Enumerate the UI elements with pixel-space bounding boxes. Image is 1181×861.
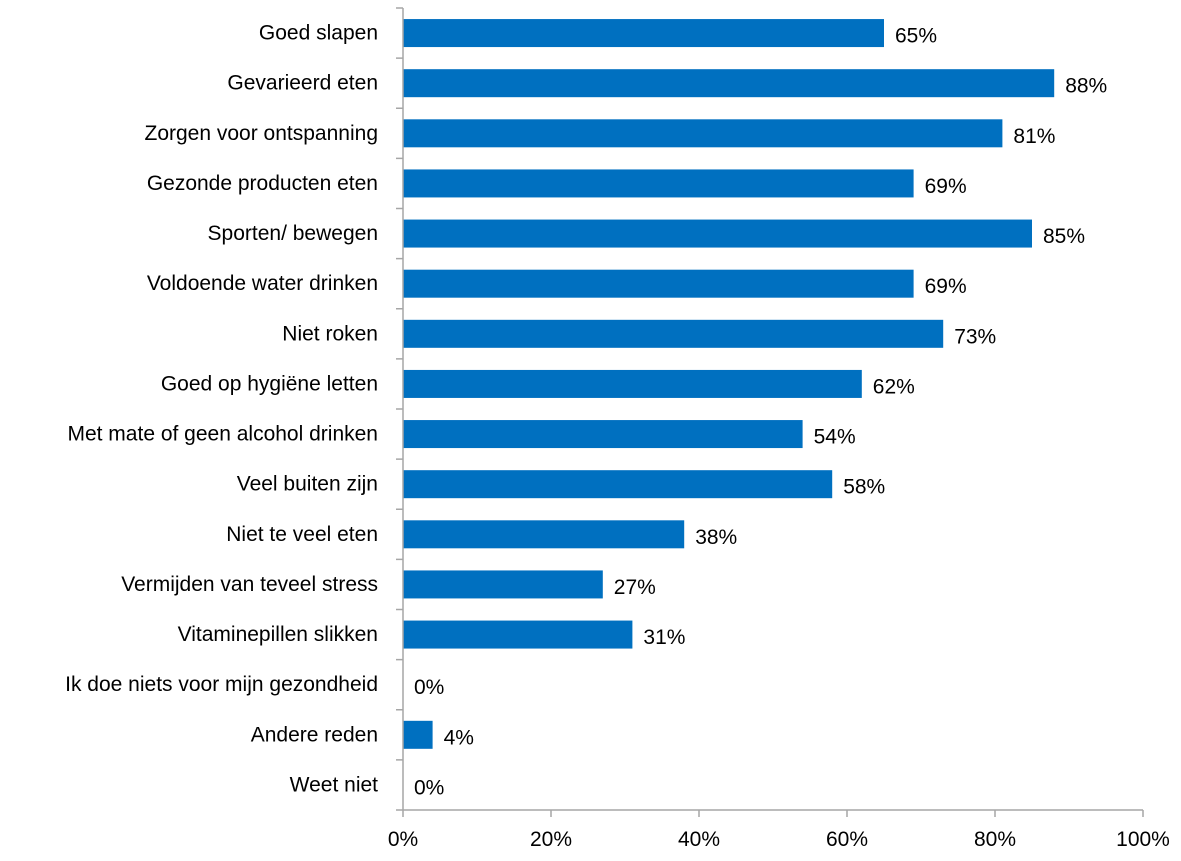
bar — [403, 119, 1003, 148]
axis-layer — [396, 7, 1144, 817]
value-label: 65% — [895, 25, 937, 48]
value-label: 69% — [925, 175, 967, 198]
bar — [403, 470, 833, 499]
bar — [403, 570, 603, 599]
category-label: Gevarieerd eten — [227, 72, 378, 95]
value-label: 85% — [1043, 225, 1085, 248]
category-label: Weet niet — [290, 773, 378, 796]
category-label: Met mate of geen alcohol drinken — [67, 423, 378, 446]
category-label: Andere reden — [251, 723, 378, 746]
category-label: Zorgen voor ontspanning — [145, 122, 379, 145]
value-label: 58% — [843, 476, 885, 499]
value-label: 0% — [414, 676, 444, 699]
bars-layer — [403, 19, 1055, 749]
value-label: 73% — [954, 325, 996, 348]
category-label: Sporten/ bewegen — [208, 222, 378, 245]
category-label: Goed slapen — [259, 22, 378, 45]
bar — [403, 720, 433, 749]
value-label: 0% — [414, 776, 444, 799]
value-label: 31% — [643, 626, 685, 649]
value-label: 54% — [814, 426, 856, 449]
category-label: Veel buiten zijn — [237, 473, 378, 496]
x-tick-label: 0% — [388, 828, 418, 851]
category-label: Gezonde producten eten — [147, 172, 378, 195]
bar — [403, 19, 884, 48]
value-label: 62% — [873, 375, 915, 398]
x-tick-label: 20% — [530, 828, 572, 851]
value-label: 81% — [1013, 125, 1055, 148]
bar — [403, 169, 914, 198]
bar — [403, 269, 914, 298]
x-tick-label: 40% — [678, 828, 720, 851]
x-tick-label: 80% — [974, 828, 1016, 851]
category-label: Vermijden van teveel stress — [121, 573, 378, 596]
bar — [403, 69, 1055, 98]
x-tick-label: 60% — [826, 828, 868, 851]
bar — [403, 520, 685, 549]
labels-layer: Goed slapen 65% Gevarieerd eten 88% Zorgen v… — [65, 22, 1170, 851]
category-label: Niet roken — [282, 322, 378, 345]
bar — [403, 219, 1032, 248]
value-label: 27% — [614, 576, 656, 599]
bar — [403, 620, 633, 649]
x-tick-label: 100% — [1116, 828, 1170, 851]
value-label: 69% — [925, 275, 967, 298]
bar — [403, 319, 944, 348]
bar — [403, 369, 862, 398]
category-label: Vitaminepillen slikken — [178, 623, 378, 646]
category-label: Goed op hygiëne letten — [161, 372, 378, 395]
category-label: Voldoende water drinken — [147, 272, 378, 295]
value-label: 4% — [444, 726, 474, 749]
value-label: 38% — [695, 526, 737, 549]
value-label: 88% — [1065, 75, 1107, 98]
category-label: Ik doe niets voor mijn gezondheid — [65, 673, 378, 696]
category-label: Niet te veel eten — [226, 523, 378, 546]
bar — [403, 420, 803, 449]
